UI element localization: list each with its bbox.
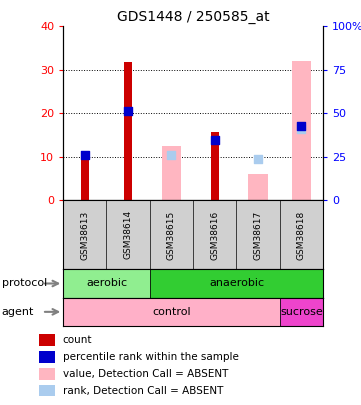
Text: sucrose: sucrose <box>280 307 323 317</box>
Bar <box>63 298 280 326</box>
Text: agent: agent <box>2 307 34 317</box>
Bar <box>124 62 132 200</box>
Bar <box>39 368 55 379</box>
Point <box>125 108 131 115</box>
Text: protocol: protocol <box>2 279 47 288</box>
Bar <box>292 61 311 200</box>
Bar <box>280 298 323 326</box>
Bar <box>211 132 219 200</box>
Text: GSM38617: GSM38617 <box>254 210 262 260</box>
Point <box>299 126 304 132</box>
Point <box>212 136 218 143</box>
Text: anaerobic: anaerobic <box>209 279 264 288</box>
Bar <box>39 351 55 362</box>
Bar <box>150 269 323 298</box>
Bar <box>39 334 55 345</box>
Point <box>82 151 88 158</box>
Bar <box>63 269 150 298</box>
Text: percentile rank within the sample: percentile rank within the sample <box>62 352 239 362</box>
Text: GSM38614: GSM38614 <box>124 210 132 260</box>
Text: count: count <box>62 335 92 345</box>
Text: value, Detection Call = ABSENT: value, Detection Call = ABSENT <box>62 369 228 379</box>
Bar <box>39 385 55 396</box>
Bar <box>162 146 181 200</box>
Bar <box>248 174 268 200</box>
Point <box>255 156 261 162</box>
Bar <box>81 152 89 200</box>
Text: GSM38615: GSM38615 <box>167 210 176 260</box>
Point <box>299 123 304 130</box>
Text: rank, Detection Call = ABSENT: rank, Detection Call = ABSENT <box>62 386 223 396</box>
Point <box>169 151 174 158</box>
Title: GDS1448 / 250585_at: GDS1448 / 250585_at <box>117 10 269 24</box>
Text: GSM38613: GSM38613 <box>81 210 89 260</box>
Text: GSM38616: GSM38616 <box>210 210 219 260</box>
Text: aerobic: aerobic <box>86 279 127 288</box>
Text: control: control <box>152 307 191 317</box>
Text: GSM38618: GSM38618 <box>297 210 306 260</box>
